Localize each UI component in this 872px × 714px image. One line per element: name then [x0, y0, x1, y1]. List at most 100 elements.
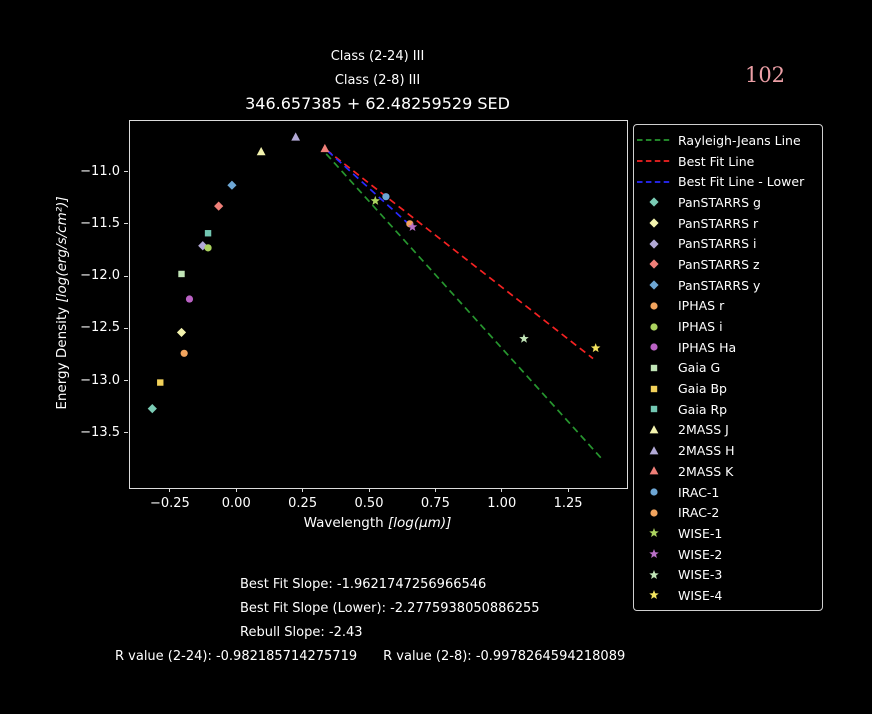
legend-item-2mass-j: 2MASS J [634, 420, 822, 441]
data-point-2mass-k [320, 143, 330, 153]
legend-item-irac-2: IRAC-2 [634, 502, 822, 523]
legend-item-panstarrs-i: PanSTARRS i [634, 233, 822, 254]
x-axis-label: Wavelength [log(μm)] [129, 515, 626, 531]
dashed-line-icon [634, 174, 678, 190]
data-point-panstarrs-r [176, 327, 187, 338]
x-tick [169, 488, 171, 492]
data-point-wise-3 [519, 333, 529, 343]
data-point-wise-2 [407, 221, 418, 232]
legend-item-2mass-k: 2MASS K [634, 461, 822, 482]
square-marker-icon [634, 381, 678, 397]
legend-item-gaia-bp: Gaia Bp [634, 378, 822, 399]
legend-label: WISE-3 [678, 567, 723, 583]
square-marker-icon [634, 360, 678, 376]
legend-item-2mass-h: 2MASS H [634, 440, 822, 461]
x-tick [567, 488, 569, 492]
y-tick-label: −13.5 [80, 424, 120, 440]
legend-label: IPHAS i [678, 319, 723, 335]
data-point-2mass-h [291, 132, 301, 141]
x-tick [501, 488, 503, 492]
data-point-panstarrs-g [147, 404, 157, 414]
best-fit-slope-lower-text: Best Fit Slope (Lower): -2.2775938050886… [240, 601, 540, 616]
legend-label: 2MASS J [678, 422, 729, 438]
circle-marker-icon [634, 505, 678, 521]
line-best-fit-line [325, 149, 594, 360]
x-tick-label: 1.00 [487, 496, 517, 511]
data-point-panstarrs-y [227, 180, 237, 190]
legend-label: IRAC-1 [678, 484, 720, 500]
plot-canvas [147, 132, 605, 462]
legend-label: Best Fit Line [678, 153, 755, 169]
legend-label: WISE-2 [678, 546, 723, 562]
legend-label: PanSTARRS y [678, 277, 761, 293]
circle-marker-icon [634, 298, 678, 314]
data-point-panstarrs-z [214, 201, 224, 211]
x-tick-label: −0.25 [149, 496, 190, 511]
diamond-marker-icon [634, 256, 678, 272]
legend-item-iphas-r: IPHAS r [634, 296, 822, 317]
legend-item-panstarrs-r: PanSTARRS r [634, 213, 822, 234]
triangle-marker-icon [634, 422, 678, 438]
legend-item-best-fit-line: Best Fit Line [634, 151, 822, 172]
line-rayleigh-jeans-line [325, 153, 605, 462]
legend-label: Rayleigh-Jeans Line [678, 132, 801, 148]
legend-item-wise-2: WISE-2 [634, 544, 822, 565]
legend-label: PanSTARRS g [678, 194, 761, 210]
legend-label: Gaia G [678, 360, 721, 376]
legend-label: WISE-1 [678, 525, 723, 541]
legend-label: IRAC-2 [678, 505, 720, 521]
legend-label: Gaia Rp [678, 401, 728, 417]
data-point-gaia-rp [204, 230, 212, 237]
rebull-slope-text: Rebull Slope: -2.43 [240, 625, 363, 640]
legend-label: 2MASS H [678, 443, 735, 459]
diamond-marker-icon [634, 215, 678, 231]
y-tick [124, 171, 128, 173]
dashed-line-icon [634, 153, 678, 169]
legend-item-panstarrs-g: PanSTARRS g [634, 192, 822, 213]
line-best-fit-line-lower [326, 150, 410, 225]
square-marker-icon [634, 401, 678, 417]
circle-marker-icon [634, 339, 678, 355]
legend-label: IPHAS r [678, 298, 725, 314]
legend-item-wise-4: WISE-4 [634, 585, 822, 606]
data-point-irac-1 [382, 193, 390, 201]
plot-area [129, 120, 628, 489]
legend-item-panstarrs-z: PanSTARRS z [634, 254, 822, 275]
y-tick [124, 380, 128, 381]
legend-label: PanSTARRS z [678, 256, 760, 272]
legend-item-gaia-rp: Gaia Rp [634, 399, 822, 420]
data-point-iphas-ha [185, 295, 194, 303]
y-tick-label: −12.0 [80, 268, 120, 284]
best-fit-slope-text: Best Fit Slope: -1.9621747256966546 [240, 577, 487, 592]
legend-label: Best Fit Line - Lower [678, 174, 805, 190]
legend-label: 2MASS K [678, 463, 734, 479]
dashed-line-icon [634, 132, 678, 148]
star-marker-icon [634, 525, 678, 541]
y-tick-label: −13.0 [80, 372, 120, 388]
star-marker-icon [634, 587, 678, 603]
x-tick-label: 0.25 [288, 496, 318, 511]
diamond-marker-icon [634, 277, 678, 293]
y-tick [124, 432, 128, 434]
legend-label: Gaia Bp [678, 381, 727, 397]
y-tick-label: −11.0 [80, 163, 120, 179]
page-number: 102 [744, 63, 786, 87]
legend-item-iphas-i: IPHAS i [634, 316, 822, 337]
circle-marker-icon [634, 319, 678, 335]
plot-title: 346.657385 + 62.48259529 SED [245, 94, 510, 113]
legend-item-irac-1: IRAC-1 [634, 482, 822, 503]
data-point-iphas-i [204, 244, 212, 252]
data-point-wise-1 [370, 195, 381, 205]
star-marker-icon [634, 567, 678, 583]
x-tick [235, 488, 237, 492]
x-tick [302, 488, 304, 492]
legend-item-gaia-g: Gaia G [634, 358, 822, 379]
legend-item-rayleigh-jeans-line: Rayleigh-Jeans Line [634, 130, 822, 151]
x-tick-label: 0.00 [221, 496, 251, 511]
legend-label: PanSTARRS i [678, 236, 757, 252]
data-point-2mass-j [256, 147, 266, 156]
diamond-marker-icon [634, 194, 678, 210]
star-marker-icon [634, 546, 678, 562]
r-values-text: R value (2-24): -0.982185714275719 R valu… [115, 649, 651, 664]
